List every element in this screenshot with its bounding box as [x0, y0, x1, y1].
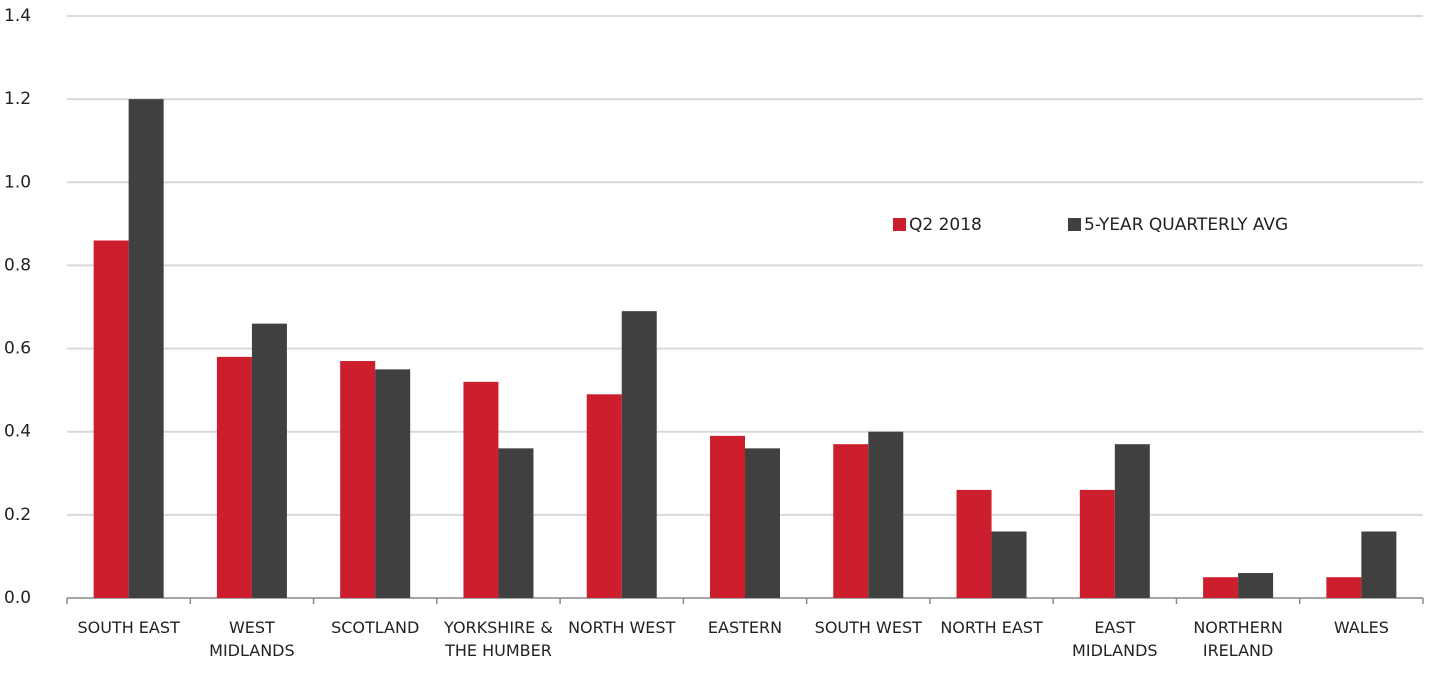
y-tick-label: 0.4 — [4, 422, 31, 442]
y-tick-label: 1.0 — [4, 172, 31, 192]
y-tick-label: 0.0 — [4, 588, 31, 608]
bar — [463, 381, 499, 598]
x-tick-label: WEST MIDLANDS — [209, 618, 295, 660]
x-tick-label: SOUTH WEST — [814, 618, 922, 637]
bar — [128, 99, 164, 599]
bar — [833, 444, 869, 598]
legend-label: 5-YEAR QUARTERLY AVG — [1084, 215, 1288, 235]
bar — [868, 431, 904, 598]
x-tick-label: YORKSHIRE & THE HUMBER — [444, 618, 553, 660]
y-tick-label: 0.2 — [4, 505, 31, 525]
bar — [586, 394, 622, 598]
bar — [251, 323, 287, 598]
bar — [1238, 573, 1274, 598]
x-tick-label: NORTH WEST — [568, 618, 676, 637]
bar — [1079, 489, 1115, 598]
bar — [745, 448, 780, 598]
x-tick-label: WALES — [1333, 618, 1389, 637]
bar — [710, 435, 745, 598]
x-tick-label: NORTHERN IRELAND — [1193, 618, 1283, 660]
legend-swatch — [893, 218, 906, 231]
legend-label: Q2 2018 — [909, 215, 982, 235]
bar — [93, 240, 129, 598]
bar — [1361, 531, 1397, 598]
bar — [1114, 444, 1150, 598]
x-tick-label: SOUTH EAST — [77, 618, 180, 637]
y-tick-label: 1.4 — [4, 6, 31, 26]
bar — [1203, 577, 1239, 598]
bar — [956, 489, 992, 598]
bar — [498, 448, 534, 598]
y-tick-label: 1.2 — [4, 89, 31, 109]
bar — [340, 361, 376, 598]
legend-swatch — [1068, 218, 1081, 231]
x-tick-label: EAST MIDLANDS — [1072, 618, 1158, 660]
bar — [1326, 577, 1362, 598]
bar — [991, 531, 1027, 598]
bar — [216, 356, 252, 598]
x-tick-label: NORTH EAST — [940, 618, 1043, 637]
x-tick-label: SCOTLAND — [331, 618, 420, 637]
y-tick-label: 0.6 — [4, 339, 31, 359]
bar — [375, 369, 411, 598]
bar — [621, 311, 657, 598]
x-tick-label: EASTERN — [707, 618, 783, 637]
y-tick-label: 0.8 — [4, 255, 31, 275]
